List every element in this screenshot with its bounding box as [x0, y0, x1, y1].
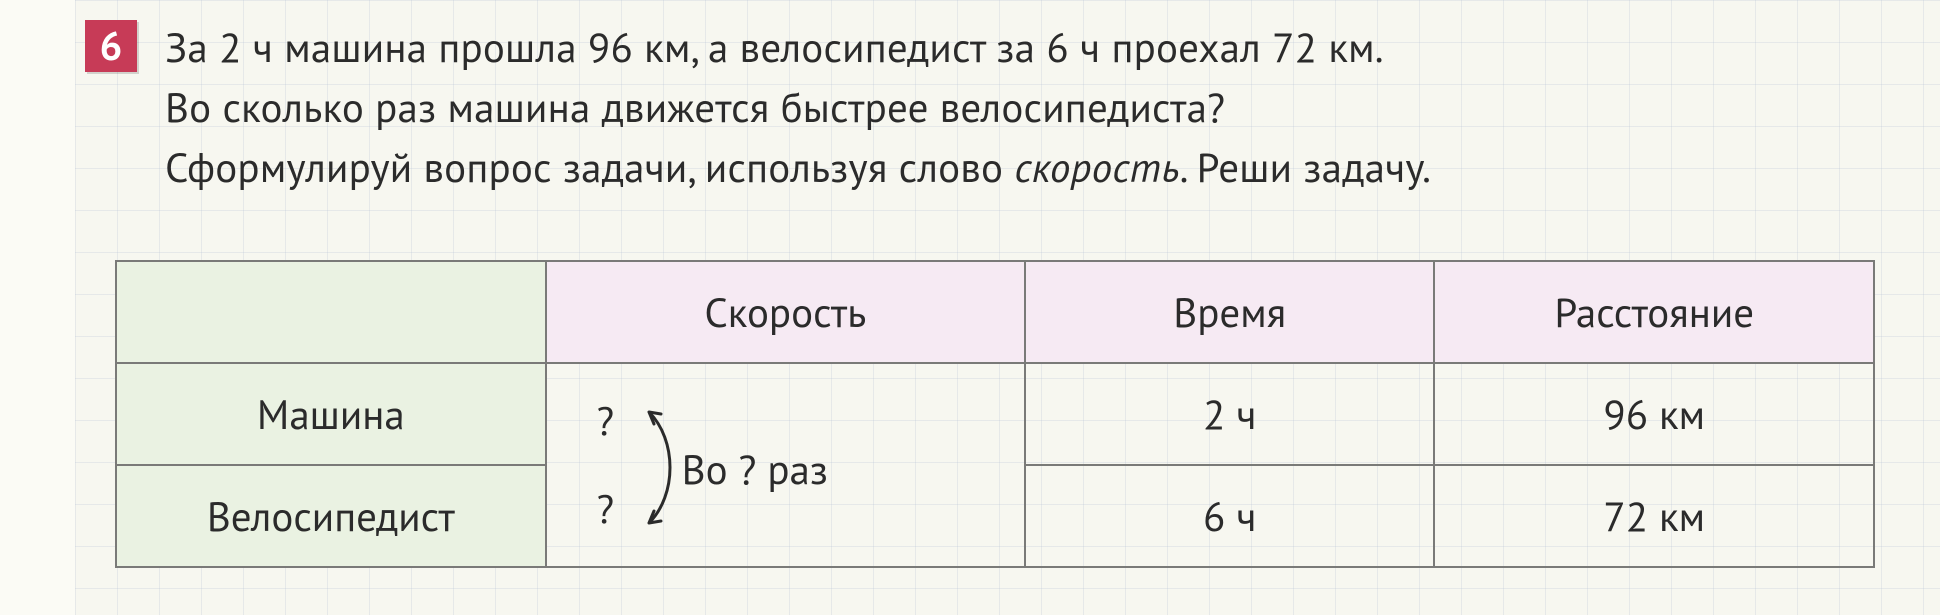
speed-comparison-arrow-icon [627, 400, 682, 535]
table-row: Машина ? ? Во ? раз 2 ч 96 км [116, 363, 1874, 465]
cell-time-car: 2 ч [1025, 363, 1434, 465]
table-header-time: Время [1025, 261, 1434, 363]
row-label-cyclist: Велосипедист [116, 465, 546, 567]
row-label-car: Машина [116, 363, 546, 465]
problem-line-3-italic: скорость [1014, 141, 1179, 194]
speed-merged-cell: ? ? Во ? раз [546, 363, 1025, 567]
table-header-blank [116, 261, 546, 363]
table-header-distance: Расстояние [1434, 261, 1874, 363]
problem-line-3: Сформулируй вопрос задачи, используя сло… [165, 138, 1865, 198]
speed-cell-content: ? ? Во ? раз [547, 365, 1024, 565]
problem-line-3-pre: Сформулируй вопрос задачи, используя сло… [165, 141, 1014, 194]
speed-question-top: ? [597, 395, 614, 447]
speed-question-bottom: ? [597, 483, 614, 535]
table-header-row: Скорость Время Расстояние [116, 261, 1874, 363]
cell-time-cyclist: 6 ч [1025, 465, 1434, 567]
speed-time-distance-table: Скорость Время Расстояние Машина ? ? Во … [115, 260, 1875, 568]
cell-distance-car: 96 км [1434, 363, 1874, 465]
page-margin-left [0, 0, 75, 615]
problem-number-marker: 6 [85, 20, 137, 72]
table-header-speed: Скорость [546, 261, 1025, 363]
problem-text: За 2 ч машина прошла 96 км, а велосипеди… [165, 18, 1865, 198]
speed-comparison-text: Во ? раз [682, 443, 828, 496]
cell-distance-cyclist: 72 км [1434, 465, 1874, 567]
problem-line-1: За 2 ч машина прошла 96 км, а велосипеди… [165, 18, 1865, 78]
problem-line-2: Во сколько раз машина движется быстрее в… [165, 78, 1865, 138]
data-table-wrapper: Скорость Время Расстояние Машина ? ? Во … [115, 260, 1875, 568]
problem-line-3-post: . Реши задачу. [1180, 141, 1431, 194]
